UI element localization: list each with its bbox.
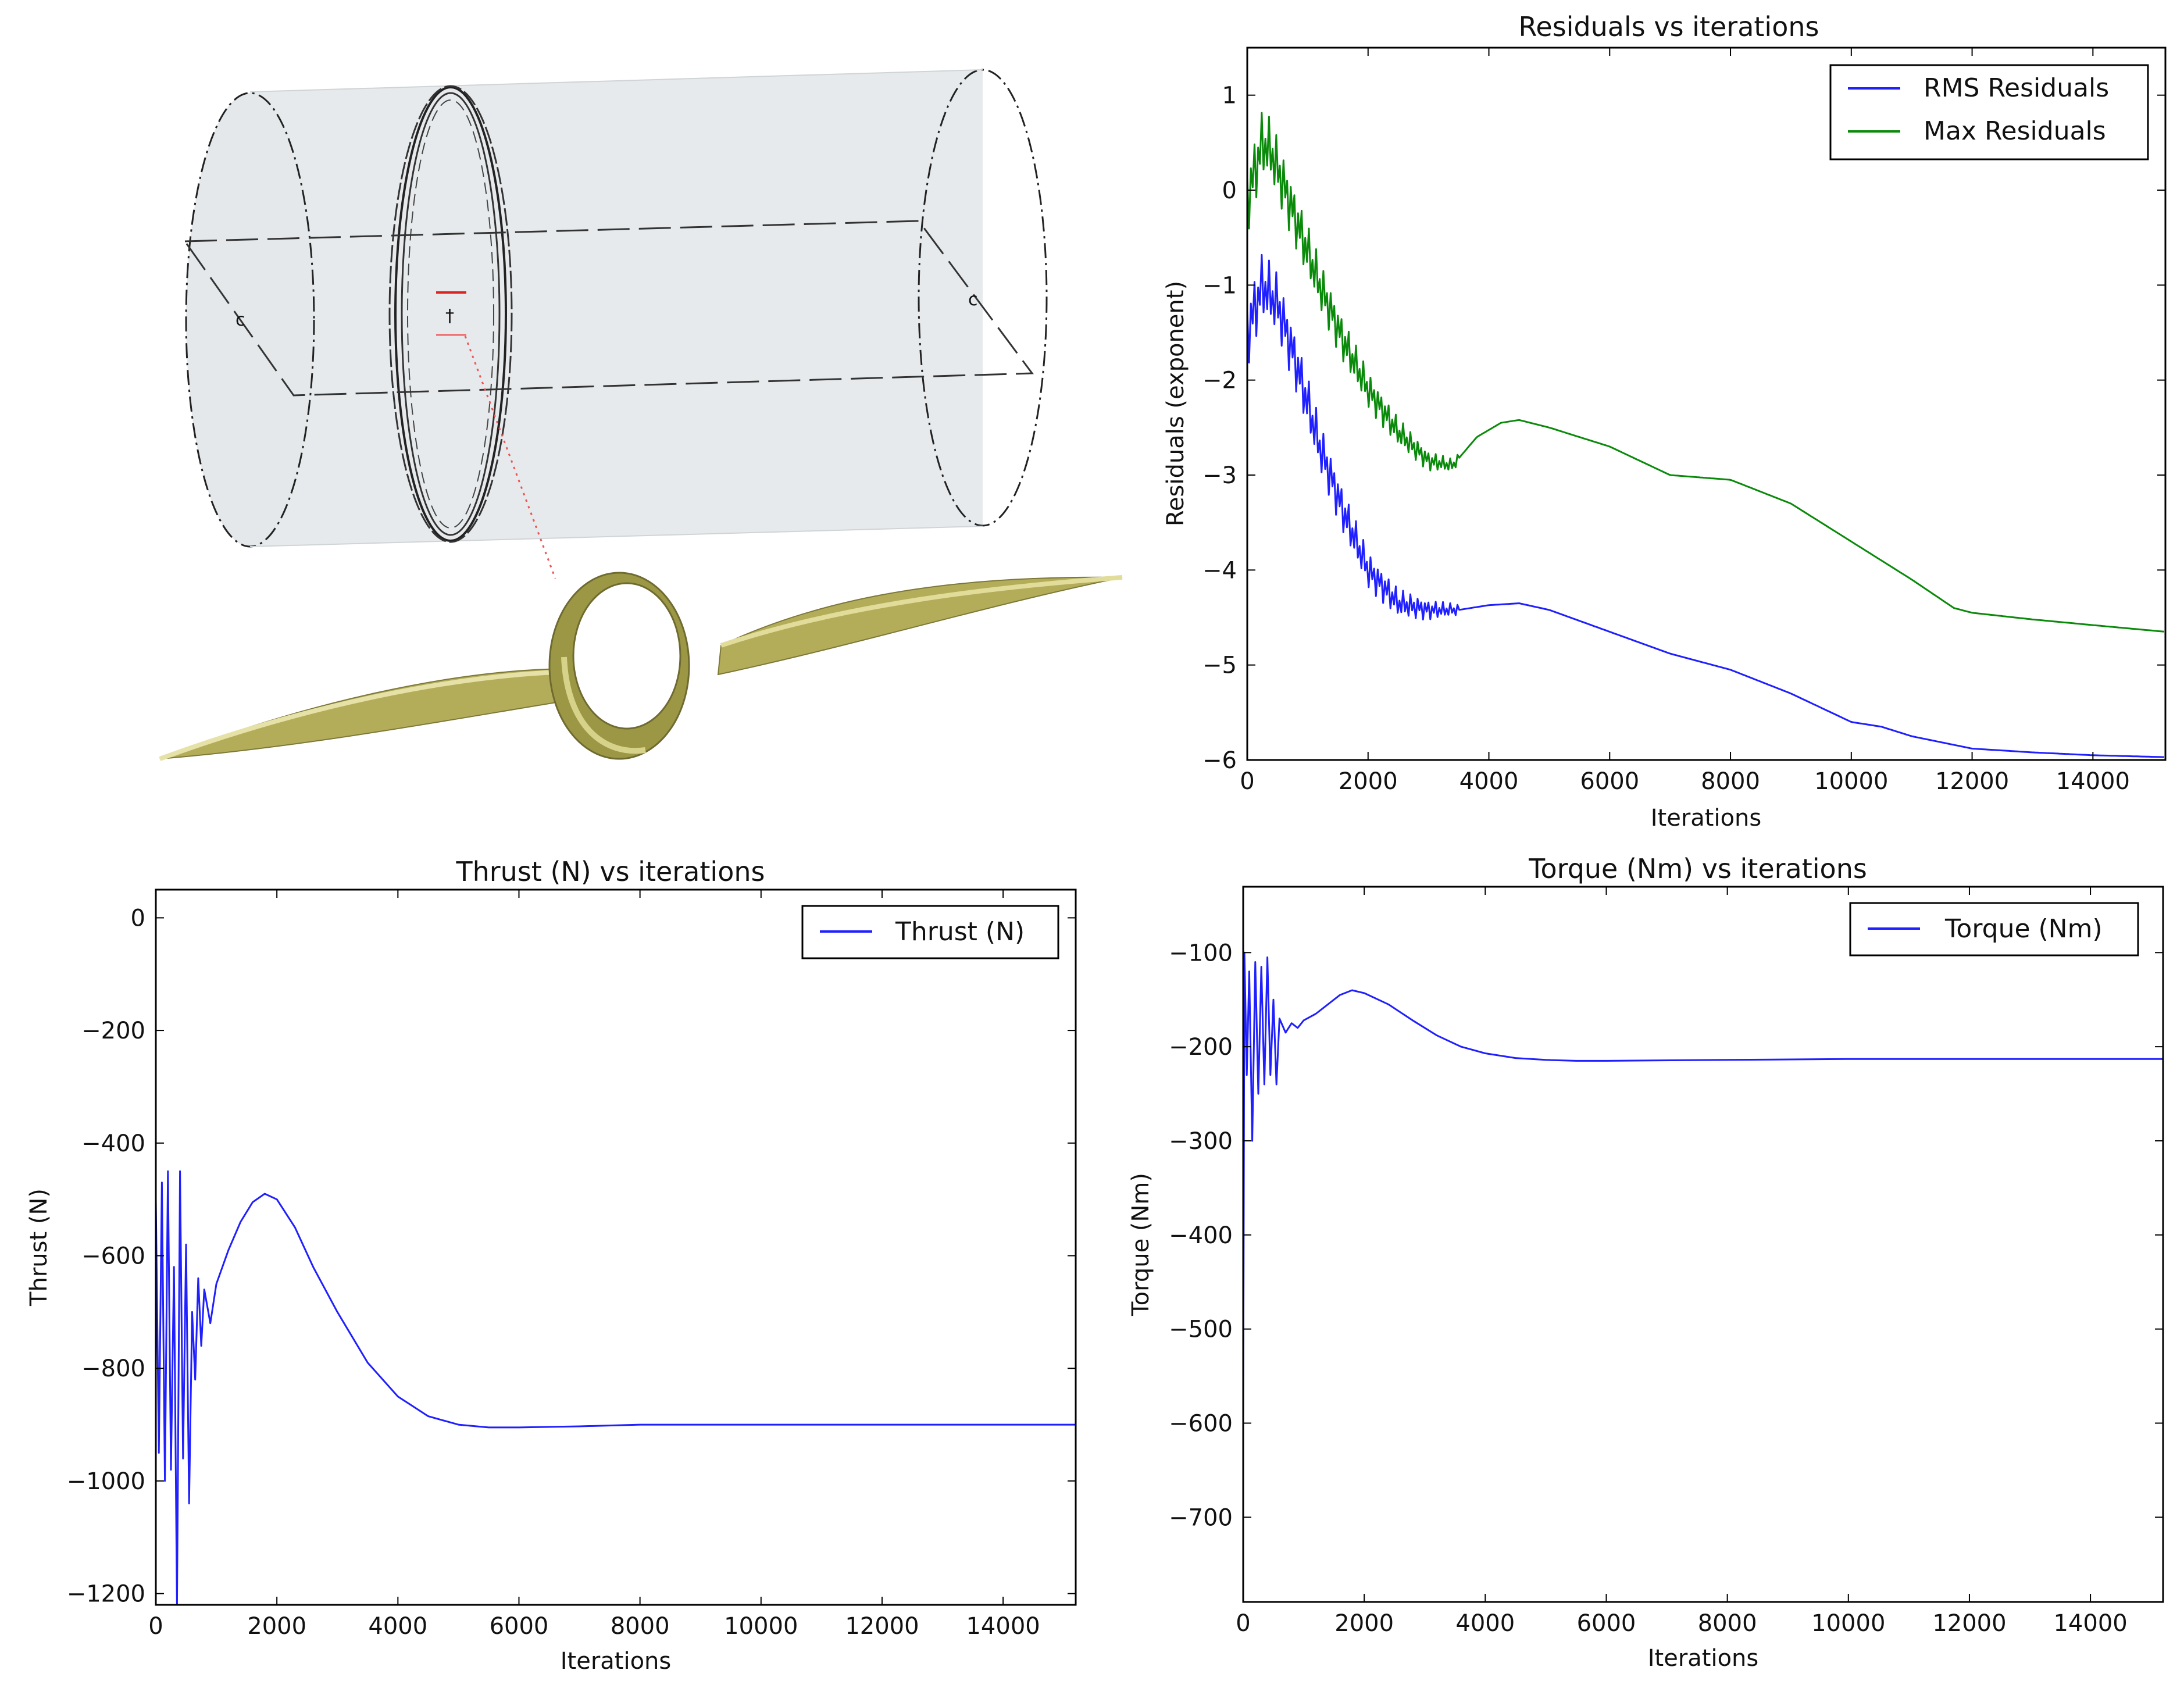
thrust-series-line-1 <box>155 1170 1076 1606</box>
residuals-ytick-label: 0 <box>1222 177 1237 204</box>
residuals-y-ticks: 1 0 −1 −2 −3 −4 −5 −6 <box>1202 83 2165 774</box>
section-plane <box>183 220 1034 397</box>
residuals-series-line-2 <box>1246 112 2165 633</box>
thrust-chart: Thrust (N) vs iterations 0 2000 4000 6000 80… <box>26 856 1077 1675</box>
thrust-xtick-label: 6000 <box>490 1613 549 1640</box>
torque-xtick-label: 12000 <box>1932 1610 2006 1637</box>
cylinder-bottom-edge <box>249 526 983 547</box>
residuals-chart: Residuals vs iterations 0 2000 4000 6000 800… <box>1162 11 2167 831</box>
thrust-ytick-label: −1000 <box>67 1468 145 1495</box>
torque-x-label: Iterations <box>1648 1645 1759 1672</box>
torque-ytick-label: −500 <box>1169 1316 1233 1343</box>
torque-ytick-label: −100 <box>1169 940 1233 966</box>
thrust-x-label: Iterations <box>561 1648 672 1675</box>
legend-label-torque: Torque (Nm) <box>1944 914 2103 944</box>
residuals-x-label: Iterations <box>1651 805 1762 831</box>
residuals-x-ticks: 0 2000 4000 6000 8000 10000 12000 14000 <box>1240 48 2130 795</box>
thrust-title: Thrust (N) vs iterations <box>456 856 765 887</box>
torque-legend: Torque (Nm) <box>1849 902 2139 957</box>
residuals-axes-frame <box>1246 47 2167 761</box>
residuals-ytick-label: −2 <box>1202 367 1237 394</box>
torque-xtick-label: 4000 <box>1455 1610 1515 1637</box>
torque-ytick-label: −600 <box>1169 1411 1233 1437</box>
residuals-ytick-label: −1 <box>1202 272 1237 299</box>
torque-ytick-label: −200 <box>1169 1034 1233 1061</box>
torque-xtick-label: 0 <box>1236 1610 1250 1637</box>
thrust-y-label: Thrust (N) <box>26 1189 52 1307</box>
residuals-y-label: Residuals (exponent) <box>1162 281 1189 526</box>
thrust-xtick-label: 10000 <box>724 1613 798 1640</box>
thrust-xtick-label: 12000 <box>845 1613 919 1640</box>
torque-series-line-1 <box>1242 951 2163 1423</box>
thrust-x-ticks: 0 2000 4000 6000 8000 10000 12000 14000 <box>148 890 1040 1640</box>
torque-xtick-label: 2000 <box>1334 1610 1394 1637</box>
legend-label-thrust: Thrust (N) <box>895 917 1025 947</box>
thrust-xtick-label: 4000 <box>368 1613 427 1640</box>
outlet-marker-icon: c <box>968 290 978 310</box>
inlet-face <box>185 92 315 548</box>
torque-ytick-label: −400 <box>1169 1222 1233 1249</box>
inlet-marker-icon: c <box>235 310 245 330</box>
torque-y-ticks: −100 −200 −300 −400 −500 −600 −700 <box>1169 940 2163 1531</box>
residuals-xtick-label: 12000 <box>1935 768 2009 795</box>
residuals-ytick-label: −3 <box>1202 462 1237 489</box>
thrust-ytick-label: −200 <box>81 1018 145 1044</box>
thrust-xtick-label: 8000 <box>611 1613 670 1640</box>
residuals-xtick-label: 2000 <box>1339 768 1398 795</box>
torque-xtick-label: 14000 <box>2053 1610 2127 1637</box>
cylinder-surface <box>250 70 983 547</box>
residuals-ytick-label: −5 <box>1202 652 1237 679</box>
residuals-ytick-label: −4 <box>1202 557 1237 584</box>
rotating-zone-ring <box>388 85 513 543</box>
thrust-ytick-label: −400 <box>81 1130 145 1157</box>
torque-chart: Torque (Nm) vs iterations 0 2000 4000 6000 8… <box>1127 853 2164 1672</box>
residuals-ytick-label: 1 <box>1222 83 1237 109</box>
torque-ytick-label: −700 <box>1169 1504 1233 1531</box>
residuals-legend: RMS Residuals Max Residuals <box>1829 64 2149 160</box>
cylinder-propeller-illustration: c c † <box>159 69 1123 761</box>
torque-y-label: Torque (Nm) <box>1127 1173 1154 1316</box>
thrust-ytick-label: −1200 <box>67 1581 145 1608</box>
legend-label-max: Max Residuals <box>1924 116 2106 146</box>
residuals-xtick-label: 6000 <box>1580 768 1639 795</box>
residuals-title: Residuals vs iterations <box>1519 11 1819 42</box>
thrust-y-ticks: 0 −200 −400 −600 −800 −1000 −1200 <box>67 905 1076 1608</box>
thrust-ytick-label: −600 <box>81 1243 145 1270</box>
thrust-ytick-label: 0 <box>131 905 145 932</box>
residuals-xtick-label: 4000 <box>1459 768 1519 795</box>
torque-title: Torque (Nm) vs iterations <box>1528 853 1867 884</box>
torque-xtick-label: 6000 <box>1577 1610 1636 1637</box>
thrust-xtick-label: 2000 <box>247 1613 306 1640</box>
thrust-legend: Thrust (N) <box>801 905 1059 959</box>
cylinder-top-edge <box>249 69 983 92</box>
torque-ytick-label: −300 <box>1169 1128 1233 1155</box>
propeller-icon <box>159 572 1123 761</box>
torque-xtick-label: 8000 <box>1698 1610 1757 1637</box>
residuals-xtick-label: 10000 <box>1814 768 1888 795</box>
thrust-axes-frame <box>155 888 1077 1606</box>
residuals-xtick-label: 8000 <box>1701 768 1760 795</box>
torque-axes-frame <box>1242 886 2164 1603</box>
residuals-xtick-label: 0 <box>1240 768 1254 795</box>
residuals-series-line-1 <box>1246 254 2164 758</box>
residuals-legend-box <box>1829 64 2149 160</box>
legend-label-rms: RMS Residuals <box>1924 73 2109 103</box>
residuals-xtick-label: 14000 <box>2056 768 2130 795</box>
thrust-xtick-label: 14000 <box>966 1613 1040 1640</box>
torque-xtick-label: 10000 <box>1811 1610 1885 1637</box>
zoom-leader-line <box>464 336 556 579</box>
origin-marker-icon: † <box>445 306 454 326</box>
torque-x-ticks: 0 2000 4000 6000 8000 10000 12000 14000 <box>1236 887 2128 1637</box>
thrust-ytick-label: −800 <box>81 1355 145 1382</box>
residuals-ytick-label: −6 <box>1202 747 1237 774</box>
thrust-xtick-label: 0 <box>148 1613 163 1640</box>
